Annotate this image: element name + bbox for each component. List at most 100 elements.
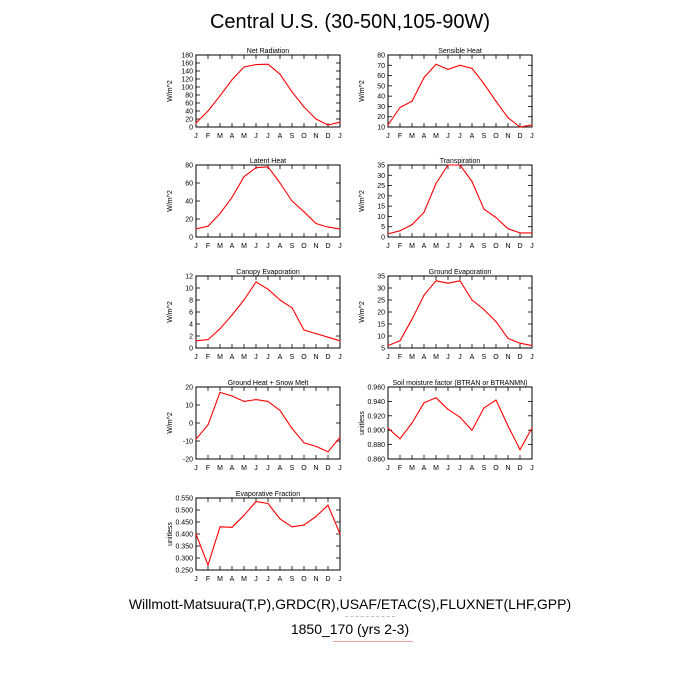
y-axis-label: W/m^2	[167, 301, 174, 323]
data-point	[471, 67, 473, 69]
data-point	[231, 314, 233, 316]
data-point	[243, 400, 245, 402]
data-point	[207, 225, 209, 227]
y-tick-label: 35	[377, 274, 385, 281]
data-point	[267, 166, 269, 168]
data-point	[231, 79, 233, 81]
x-tick-label: A	[470, 243, 475, 250]
y-axis-label: W/m^2	[167, 412, 174, 434]
x-tick-label: S	[290, 243, 295, 250]
data-point	[495, 399, 497, 401]
data-point	[303, 524, 305, 526]
y-tick-label: 20	[377, 114, 385, 121]
data-point	[315, 445, 317, 447]
x-tick-label: M	[241, 133, 247, 140]
x-tick-label: M	[217, 465, 223, 472]
x-tick-label: F	[206, 354, 210, 361]
x-tick-label: O	[493, 354, 499, 361]
x-tick-label: J	[338, 465, 342, 472]
data-point	[531, 232, 533, 234]
data-point	[279, 182, 281, 184]
series-line	[387, 280, 533, 347]
data-point	[471, 180, 473, 183]
y-tick-label: 10	[377, 214, 385, 221]
y-tick-label: 80	[185, 163, 193, 170]
data-point	[291, 200, 293, 202]
data-point	[339, 228, 341, 230]
data-point	[459, 416, 461, 418]
data-point	[207, 339, 209, 341]
data-point	[519, 342, 521, 344]
x-tick-label: J	[194, 576, 198, 583]
y-tick-label: 6	[189, 310, 193, 317]
y-tick-label: 20	[185, 385, 193, 392]
x-tick-label: D	[517, 465, 522, 472]
x-tick-label: A	[278, 243, 283, 250]
x-tick-label: A	[230, 465, 235, 472]
y-tick-label: 50	[377, 83, 385, 90]
x-tick-label: M	[241, 576, 247, 583]
data-point	[291, 307, 293, 309]
data-point	[519, 126, 521, 128]
y-tick-label: 2	[189, 334, 193, 341]
data-point	[411, 422, 413, 424]
x-tick-label: A	[278, 576, 283, 583]
y-tick-label: 5	[381, 346, 385, 353]
x-tick-label: F	[206, 243, 210, 250]
dataset-sources-caption: Willmott-Matsuura(T,P),GRDC(R),USAF/ETAC…	[128, 596, 572, 612]
x-tick-label: D	[517, 133, 522, 140]
y-tick-label: 20	[185, 117, 193, 124]
data-point	[219, 328, 221, 330]
x-tick-label: J	[254, 243, 258, 250]
x-tick-label: M	[217, 243, 223, 250]
x-tick-label: F	[398, 354, 402, 361]
data-point	[495, 100, 497, 102]
y-tick-label: 80	[377, 53, 385, 60]
y-axis-label: W/m^2	[167, 190, 174, 212]
x-tick-label: J	[194, 243, 198, 250]
y-tick-label: 0	[189, 235, 193, 242]
y-tick-label: 0	[189, 346, 193, 353]
x-tick-label: O	[301, 465, 307, 472]
data-point	[267, 502, 269, 505]
x-tick-label: M	[433, 243, 439, 250]
data-point	[399, 438, 401, 440]
data-point	[339, 340, 341, 342]
panel-title: Evaporative Fraction	[236, 491, 300, 498]
x-tick-label: J	[266, 465, 270, 472]
x-tick-label: J	[338, 133, 342, 140]
x-tick-label: J	[194, 354, 198, 361]
y-axis-label: unitless	[359, 411, 366, 435]
data-point	[291, 91, 293, 93]
data-point	[255, 399, 257, 401]
y-tick-label: 0.960	[367, 385, 385, 392]
x-tick-label: J	[446, 465, 450, 472]
x-tick-label: J	[338, 576, 342, 583]
x-tick-label: J	[254, 465, 258, 472]
y-tick-label: 40	[185, 199, 193, 206]
x-tick-label: S	[290, 576, 295, 583]
x-tick-label: S	[290, 465, 295, 472]
panel-title: Transpiration	[440, 158, 481, 165]
x-tick-label: A	[230, 243, 235, 250]
data-point	[423, 294, 425, 296]
x-tick-label: S	[482, 133, 487, 140]
x-tick-label: J	[386, 243, 390, 250]
data-point	[471, 429, 473, 431]
y-tick-label: 20	[185, 217, 193, 224]
series-line	[195, 63, 341, 126]
plot-frame	[387, 386, 533, 460]
x-tick-label: J	[266, 576, 270, 583]
x-tick-label: D	[517, 243, 522, 250]
data-point	[219, 391, 221, 393]
y-tick-label: 30	[377, 286, 385, 293]
data-point	[507, 425, 509, 427]
data-point	[459, 64, 461, 66]
x-tick-label: N	[505, 243, 510, 250]
data-point	[423, 77, 425, 79]
x-tick-label: F	[206, 465, 210, 472]
y-tick-label: 35	[377, 163, 385, 170]
x-tick-label: D	[325, 133, 330, 140]
